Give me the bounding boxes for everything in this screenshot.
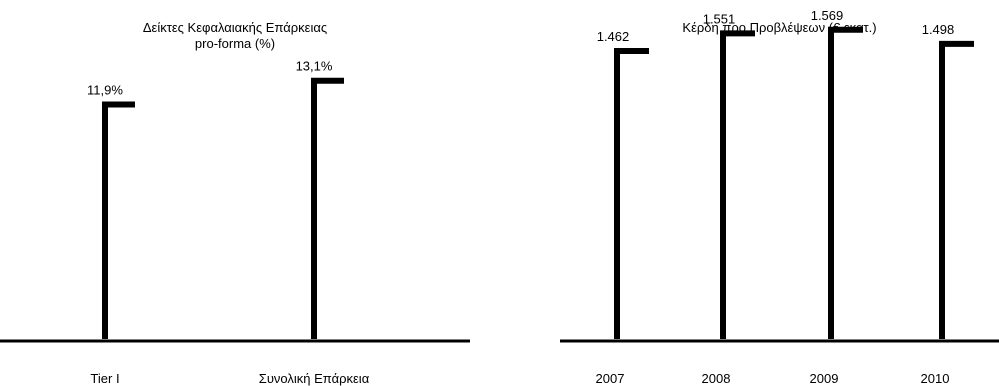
category-label-0: Tier I: [90, 371, 119, 386]
data-label-1: 13,1%: [296, 59, 333, 74]
chart-title-line-1: Κέρδη προ Προβλέψεων (€ εκατ.): [682, 20, 877, 35]
category-label-1: 2008: [702, 371, 731, 386]
chart-title: Δείκτες Κεφαλαιακής Επάρκειας pro-forma …: [0, 20, 470, 52]
category-label-2: 2009: [810, 371, 839, 386]
data-label-3: 1.498: [922, 22, 955, 37]
bar-1: [720, 30, 755, 339]
bar-0: [614, 47, 649, 339]
chart-title-line-1: Δείκτες Κεφαλαιακής Επάρκειας: [142, 20, 328, 35]
data-label-0: 11,9%: [87, 83, 123, 98]
capital-adequacy-chart: Δείκτες Κεφαλαιακής Επάρκειας pro-forma …: [0, 0, 470, 386]
category-label-0: 2007: [596, 371, 625, 386]
data-label-2: 1.569: [811, 8, 844, 23]
data-label-0: 1.462: [597, 29, 630, 44]
capital-adequacy-plot: 11,9% Tier I 13,1% Συνολική Επάρκεια: [0, 59, 470, 386]
bar-3: [939, 40, 974, 339]
data-label-1: 1.551: [703, 11, 736, 26]
pre-provision-profits-plot: 1.462 2007 1.551 2008 1.569 2009 1.498 2010: [560, 8, 999, 386]
pre-provision-profits-chart: Κέρδη προ Προβλέψεων (€ εκατ.) 1.462 2007…: [560, 0, 999, 386]
chart-title-line-2: pro-forma (%): [194, 36, 276, 51]
bar-1: [311, 77, 344, 339]
chart-title: Κέρδη προ Προβλέψεων (€ εκατ.): [560, 20, 999, 36]
bar-0: [102, 101, 135, 339]
category-label-3: 2010: [921, 371, 950, 386]
bar-2: [828, 26, 863, 339]
category-label-1: Συνολική Επάρκεια: [259, 371, 370, 386]
